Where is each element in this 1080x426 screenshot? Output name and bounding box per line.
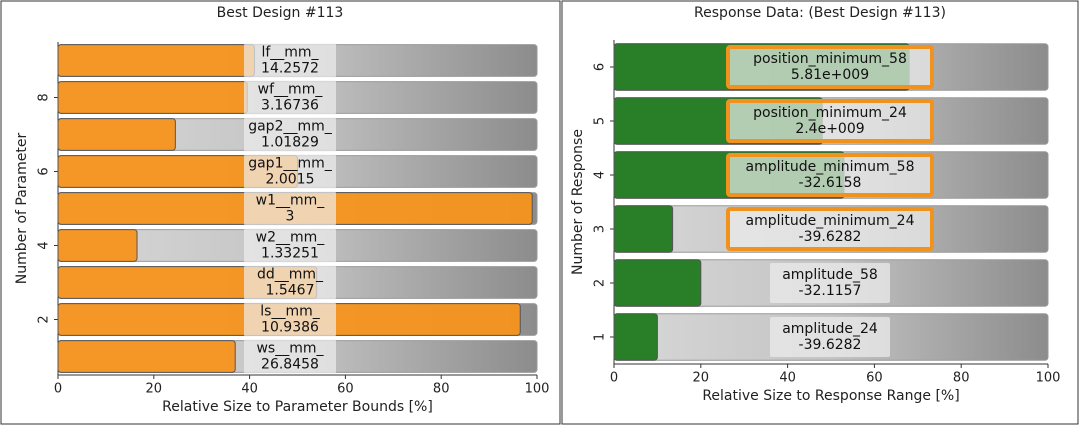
x-tick-label: 20 [693,371,710,386]
bar-name: amplitude_24 [782,321,878,337]
bar-name: ws__mm_ [256,341,324,357]
bar-name: amplitude_58 [782,267,878,283]
bar-value-text: 14.2572 [261,61,319,77]
x-tick-label: 0 [54,382,62,397]
x-tick-label: 80 [433,382,450,397]
label-box [726,99,934,143]
bar [57,229,138,262]
label-box [244,154,336,189]
x-tick-label: 60 [866,371,883,386]
label-box [244,302,336,337]
y-tick-label: 4 [593,171,608,179]
bar-name: w1__mm_ [256,193,326,209]
x-tick-label: 0 [610,371,618,386]
y-tick-label: 5 [593,117,608,125]
label-box [244,265,336,300]
bar-value-text: 1.5467 [266,283,315,299]
bar-name: position_minimum_58 [753,51,907,67]
x-axis-label: Relative Size to Parameter Bounds [%] [162,399,433,415]
x-tick-label: 60 [337,382,354,397]
bar-value-text: 2.0015 [266,172,315,188]
bar-name: amplitude_minimum_24 [746,213,915,229]
bar-name: lf__mm_ [261,45,319,61]
y-tick-label: 6 [593,63,608,71]
chart-title: Best Design #113 [217,5,344,21]
bar-value-text: -32.6158 [799,175,862,191]
label-box [244,339,336,374]
bar-name: wf__mm_ [258,82,324,98]
label-box [726,45,934,89]
bar-value-text: -32.1157 [799,283,862,299]
y-tick-label: 8 [37,93,52,101]
bar [613,205,674,253]
bar-name: w2__mm_ [256,230,326,246]
x-tick-label: 100 [525,382,550,397]
y-tick-label: 4 [37,241,52,249]
y-axis-label: Number of Parameter [14,133,30,285]
x-tick-label: 100 [1036,371,1061,386]
bar [57,340,236,373]
bar-name: amplitude_minimum_58 [746,159,915,175]
bar-value-text: -39.6282 [799,337,862,353]
bar-name: position_minimum_24 [753,105,907,121]
bar-value-text: 1.01829 [261,135,319,151]
bar [57,44,255,77]
bar [57,81,248,114]
bar-value-text: 10.9386 [261,320,319,336]
y-axis-label: Number of Response [570,129,586,275]
y-tick-label: 2 [37,315,52,323]
bar [613,259,702,307]
bar-name: dd__mm_ [257,267,324,283]
bar-value-text: 2.4e+009 [795,121,864,137]
bar-value-text: 5.81e+009 [791,67,869,83]
bar [613,313,658,361]
bar-value-text: -39.6282 [799,229,862,245]
bar-name: gap1__mm_ [248,156,333,172]
bar-value-text: 3.16736 [261,98,319,114]
bar-name: ls__mm_ [260,304,320,320]
chart-title: Response Data: (Best Design #113) [694,5,946,21]
bar [57,118,176,151]
label-box [770,317,890,357]
y-tick-label: 6 [37,167,52,175]
bar-value-text: 26.8458 [261,357,319,373]
right-panel [561,0,1079,425]
label-box [726,153,934,197]
x-tick-label: 40 [779,371,796,386]
x-tick-label: 20 [146,382,163,397]
y-tick-label: 3 [593,225,608,233]
x-tick-label: 40 [241,382,258,397]
bar-value-text: 1.33251 [261,246,319,262]
x-axis-label: Relative Size to Response Range [%] [702,388,959,404]
label-box [244,117,336,152]
bar-value-text: 3 [286,209,295,225]
y-tick-label: 1 [593,333,608,341]
label-box [244,228,336,263]
label-box [244,191,336,226]
label-box [770,263,890,303]
y-tick-label: 2 [593,279,608,287]
label-box [244,80,336,115]
label-box [244,43,336,78]
label-box [726,207,934,251]
left-panel [0,0,561,425]
bar-name: gap2__mm_ [248,119,333,135]
x-tick-label: 80 [953,371,970,386]
